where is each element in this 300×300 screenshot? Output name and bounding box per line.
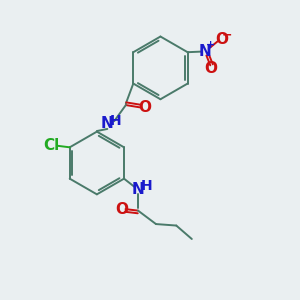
Text: N: N	[132, 182, 144, 196]
Text: N: N	[199, 44, 211, 59]
Text: O: O	[138, 100, 151, 115]
Text: H: H	[110, 114, 122, 128]
Text: H: H	[140, 178, 152, 193]
Text: O: O	[204, 61, 217, 76]
Text: +: +	[206, 40, 215, 50]
Text: N: N	[101, 116, 114, 131]
Text: Cl: Cl	[44, 138, 60, 153]
Text: O: O	[215, 32, 228, 46]
Text: O: O	[115, 202, 128, 217]
Text: −: −	[222, 28, 232, 41]
